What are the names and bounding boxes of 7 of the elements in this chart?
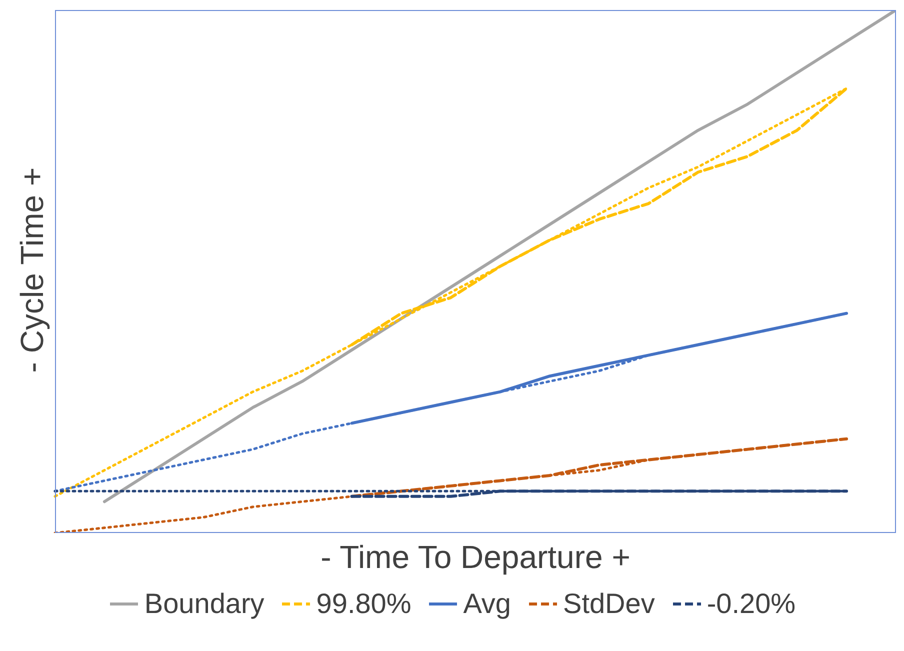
- legend-label: StdDev: [563, 588, 655, 620]
- x-axis-title: - Time To Departure +: [320, 539, 632, 576]
- legend-label: Avg: [463, 588, 512, 620]
- legend-label: Boundary: [144, 588, 264, 620]
- legend-label: 99.80%: [316, 588, 412, 620]
- legend-label: -0.20%: [706, 588, 796, 620]
- y-axis-title: - Cycle Time +: [12, 166, 51, 374]
